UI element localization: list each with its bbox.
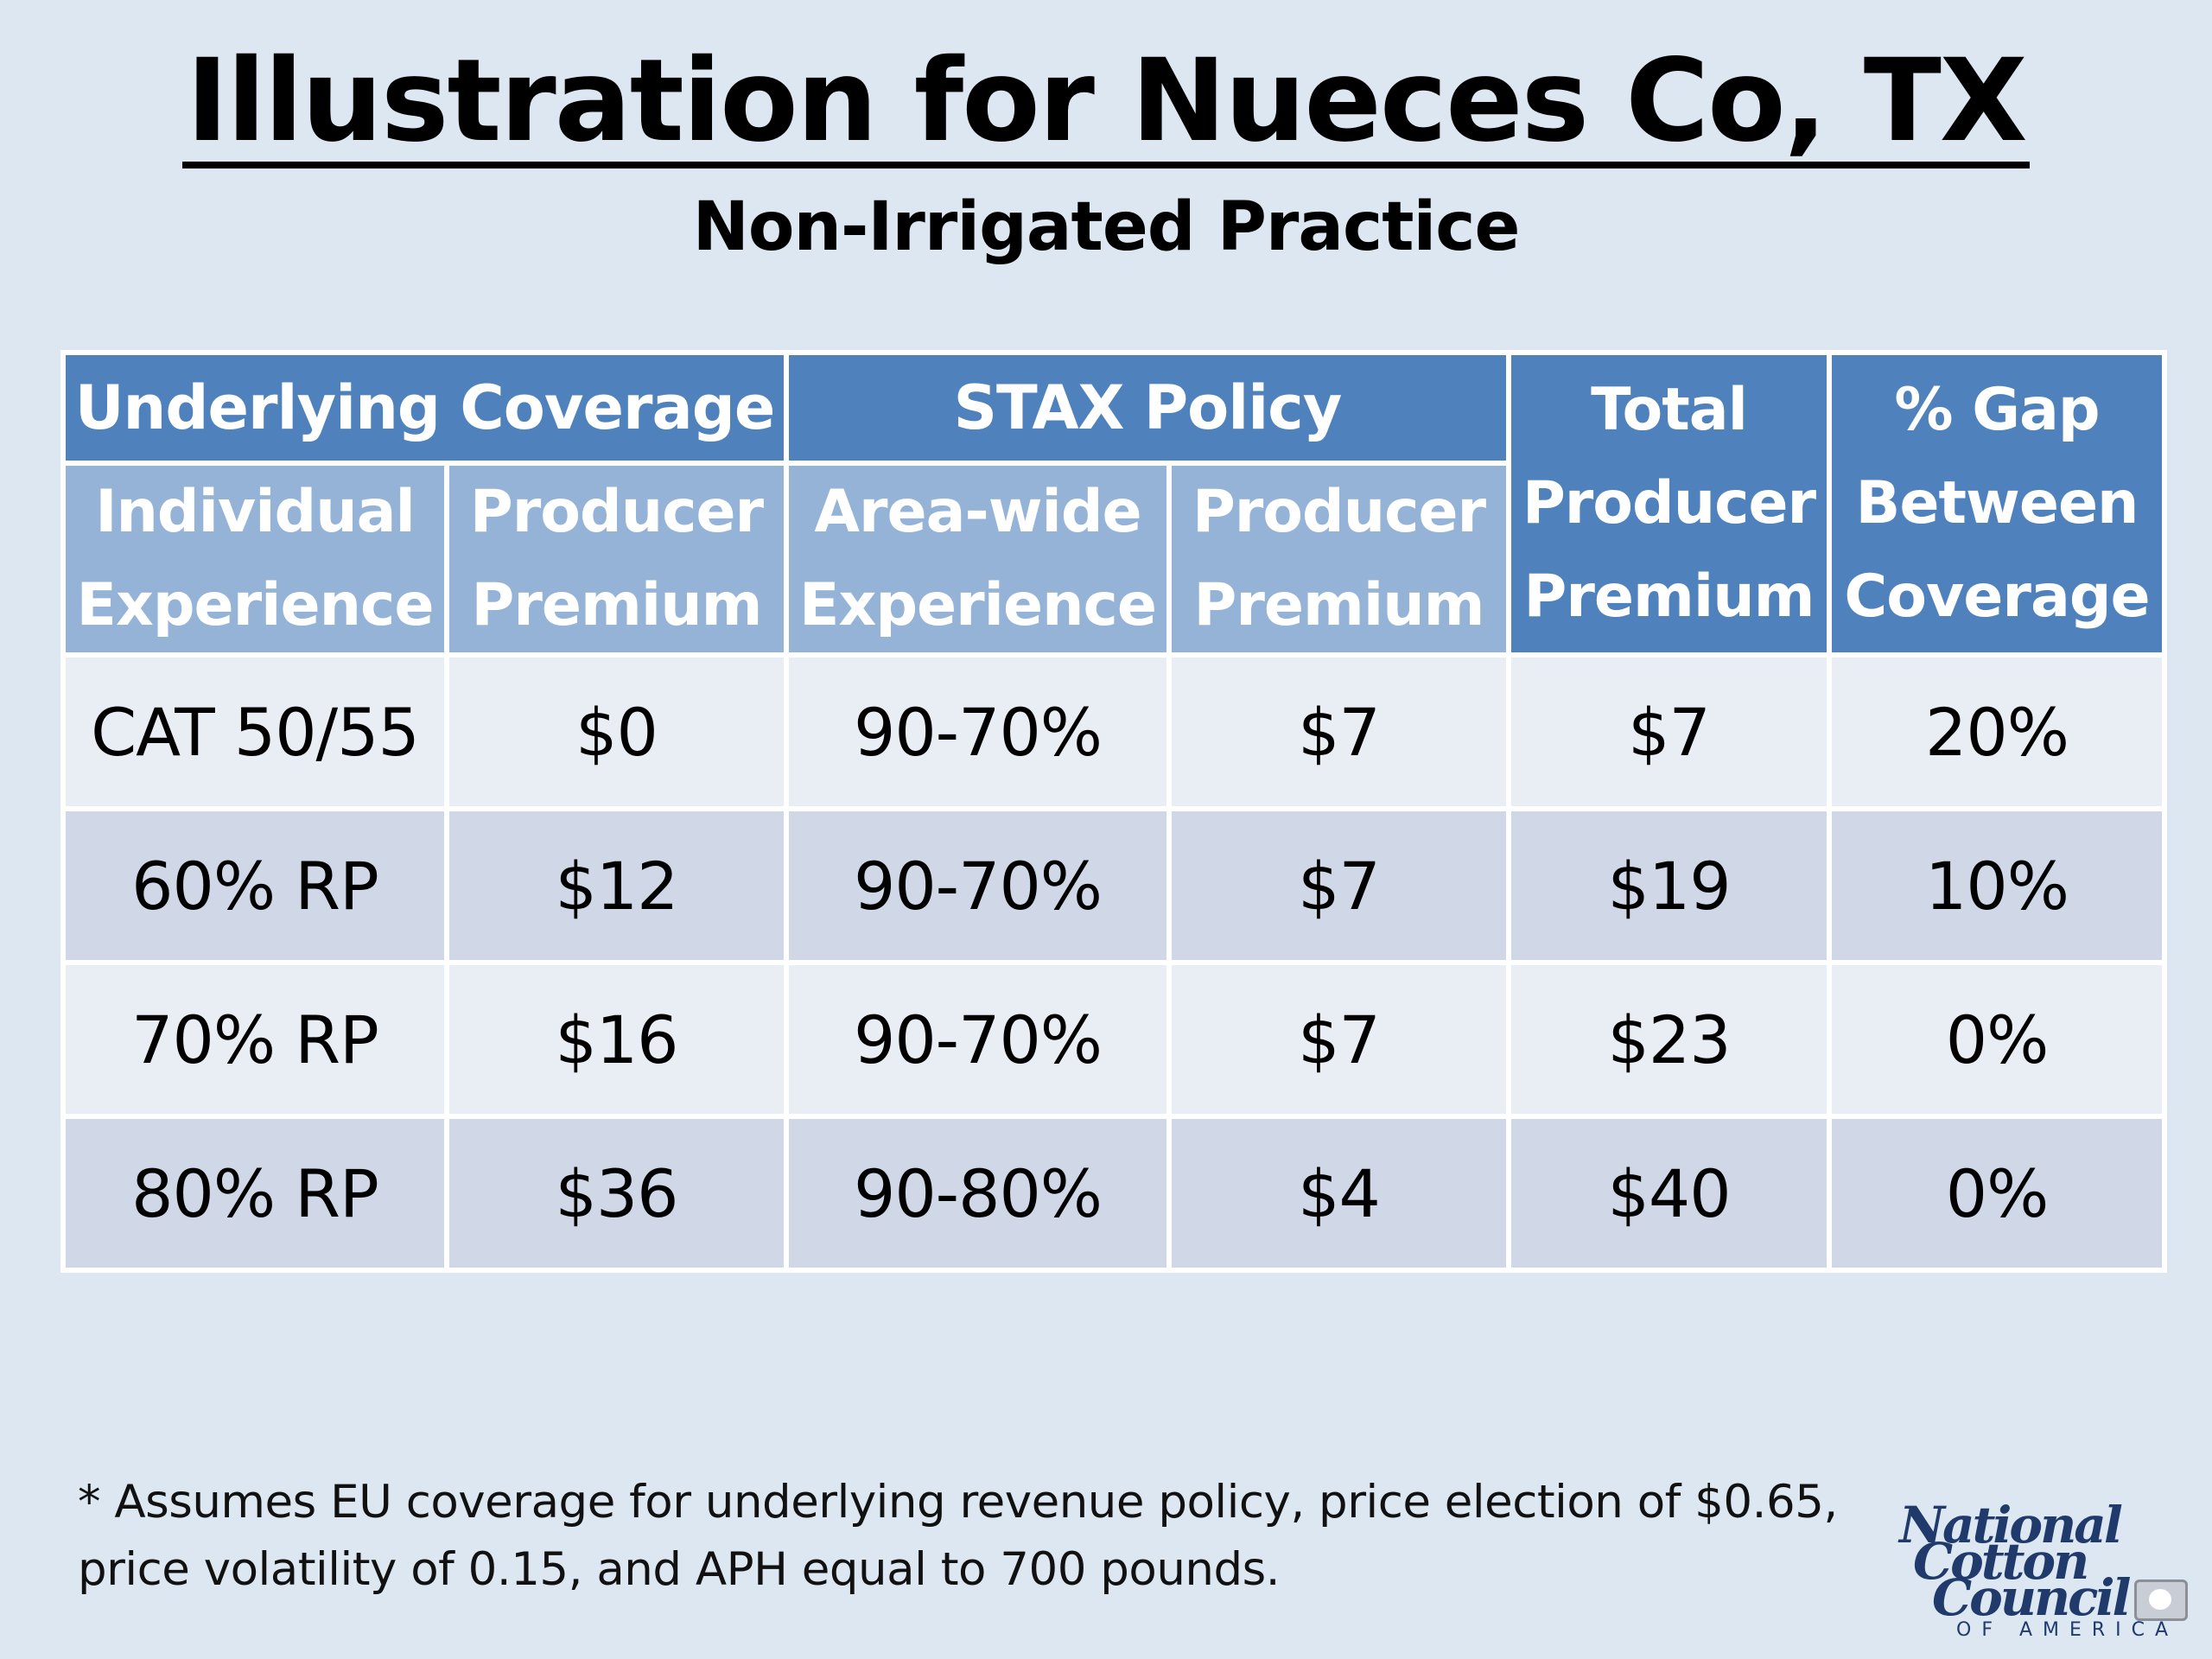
logo-word: Council [1932, 1568, 2132, 1627]
slide-title: Illustration for Nueces Co, TX [0, 33, 2212, 169]
cell-stax-premium: $7 [1166, 960, 1512, 1119]
cell-gap: 0% [1827, 1114, 2168, 1273]
table-row: 80% RP $36 90-80% $4 $40 0% [60, 1114, 2168, 1273]
header-producer-premium-stax: Producer Premium [1166, 461, 1512, 658]
cotton-emblem-icon [2134, 1580, 2188, 1621]
table-row: CAT 50/55 $0 90-70% $7 $7 20% [60, 652, 2168, 811]
logo-word: National [1899, 1496, 2123, 1554]
header-producer-premium-underlying: Producer Premium [444, 461, 789, 658]
footnote-line: price volatility of 0.15, and APH equal … [78, 1543, 1281, 1596]
cell-area: 90-70% [784, 652, 1172, 811]
cell-individual: 80% RP [60, 1114, 449, 1273]
cell-area: 90-80% [784, 1114, 1172, 1273]
cell-premium: $16 [444, 960, 789, 1119]
cell-stax-premium: $7 [1166, 652, 1512, 811]
cell-individual: 60% RP [60, 806, 449, 965]
cell-gap: 20% [1827, 652, 2168, 811]
cell-stax-premium: $4 [1166, 1114, 1512, 1273]
premium-table: Underlying Coverage STAX Policy Total Pr… [60, 350, 2168, 1273]
cell-total: $23 [1506, 960, 1833, 1119]
cell-gap: 0% [1827, 960, 2168, 1119]
cell-individual: CAT 50/55 [60, 652, 449, 811]
cell-stax-premium: $7 [1166, 806, 1512, 965]
header-total-producer-premium: Total Producer Premium [1506, 350, 1833, 658]
logo-word: Cotton [1913, 1532, 2089, 1591]
table-row: 60% RP $12 90-70% $7 $19 10% [60, 806, 2168, 965]
cell-total: $40 [1506, 1114, 1833, 1273]
header-area-wide-experience: Area-wide Experience [784, 461, 1172, 658]
header-underlying-coverage: Underlying Coverage [60, 350, 789, 466]
cell-gap: 10% [1827, 806, 2168, 965]
cell-total: $7 [1506, 652, 1833, 811]
cell-area: 90-70% [784, 806, 1172, 965]
cell-premium: $0 [444, 652, 789, 811]
cell-premium: $36 [444, 1114, 789, 1273]
footnote: * Assumes EU coverage for underlying rev… [78, 1469, 1875, 1604]
national-cotton-council-logo: National Cotton Council OF AMERICA [1899, 1500, 2193, 1647]
cell-individual: 70% RP [60, 960, 449, 1119]
cell-area: 90-70% [784, 960, 1172, 1119]
cell-total: $19 [1506, 806, 1833, 965]
header-gap-between-coverage: % Gap Between Coverage [1827, 350, 2168, 658]
footnote-line: * Assumes EU coverage for underlying rev… [78, 1476, 1838, 1529]
header-stax-policy: STAX Policy [783, 350, 1512, 466]
slide-subtitle: Non-Irrigated Practice [692, 188, 1521, 266]
table-row: 70% RP $16 90-70% $7 $23 0% [60, 960, 2168, 1119]
logo-subtitle: OF AMERICA [1956, 1619, 2179, 1641]
cell-premium: $12 [444, 806, 789, 965]
header-individual-experience: Individual Experience [60, 461, 449, 658]
